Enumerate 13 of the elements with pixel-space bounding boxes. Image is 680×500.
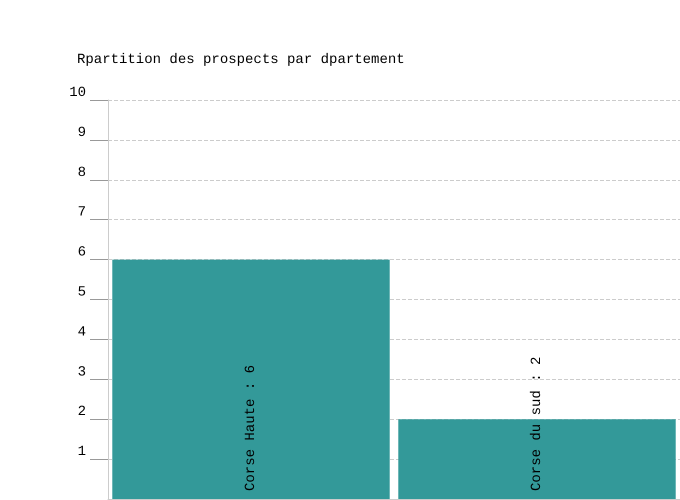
y-tick-label: 3 xyxy=(78,364,86,380)
y-tick-label: 9 xyxy=(78,124,86,141)
data-label: Corse du sud : 2 xyxy=(529,356,545,491)
y-tick-label: 6 xyxy=(78,244,86,261)
data-label: Corse Haute : 6 xyxy=(243,364,259,491)
y-tick-label: 4 xyxy=(78,324,86,340)
y-tick-label: 1 xyxy=(78,444,86,460)
chart-title: Rpartition des prospects par dpartement xyxy=(77,52,405,68)
y-tick-label: 8 xyxy=(78,164,86,181)
y-tick-label: 7 xyxy=(78,204,86,221)
y-tick-label: 10 xyxy=(69,85,86,101)
y-tick-label: 2 xyxy=(78,404,86,420)
y-tick-label: 5 xyxy=(78,284,86,300)
